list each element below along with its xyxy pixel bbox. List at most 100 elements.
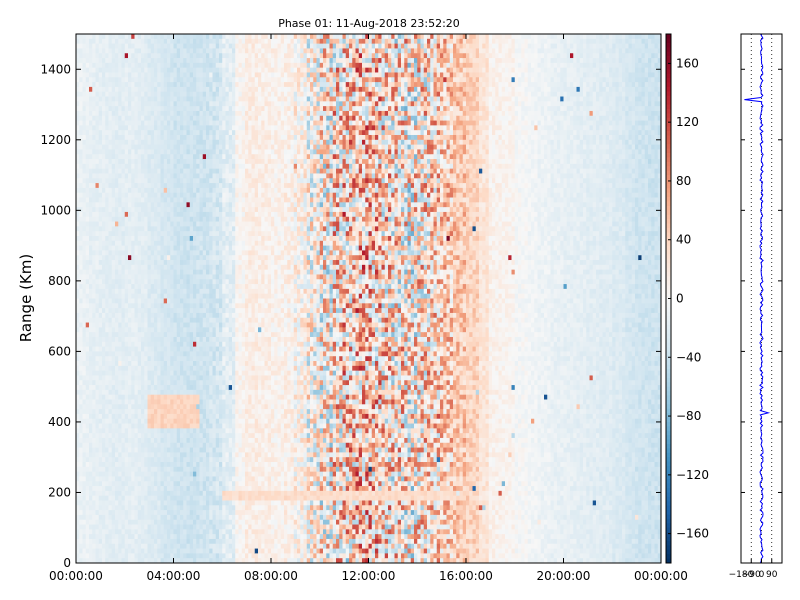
heatmap-cell (170, 438, 174, 443)
heatmap-cell (219, 106, 223, 111)
heatmap-cell (213, 140, 217, 145)
heatmap-cell (105, 529, 109, 534)
heatmap-cell (148, 97, 152, 102)
heatmap-cell (112, 145, 116, 150)
heatmap-cell (213, 433, 217, 438)
heatmap-cell (128, 58, 132, 63)
heatmap-cell (219, 515, 223, 520)
heatmap-cell (138, 87, 142, 92)
heatmap-cell (144, 198, 148, 203)
heatmap-cell (193, 53, 197, 58)
heatmap-cell (86, 106, 90, 111)
heatmap-cell (83, 159, 87, 164)
heatmap-cell (92, 212, 96, 217)
heatmap-cell (115, 212, 119, 217)
heatmap-cell (92, 356, 96, 361)
heatmap-cell (128, 82, 132, 87)
heatmap-cell (180, 525, 184, 530)
heatmap-cell (167, 87, 171, 92)
heatmap-cell (122, 476, 126, 481)
heatmap-cell (157, 154, 161, 159)
heatmap-cell (196, 255, 200, 260)
heatmap-cell (219, 34, 223, 39)
heatmap-cell (222, 231, 226, 236)
heatmap-cell (157, 467, 161, 472)
heatmap-cell (148, 169, 152, 174)
heatmap-cell (125, 202, 129, 207)
heatmap-cell (222, 246, 226, 251)
heatmap-cell (196, 173, 200, 178)
heatmap-cell (102, 529, 106, 534)
heatmap-cell (174, 198, 178, 203)
heatmap-cell (206, 154, 210, 159)
heatmap-cell (118, 241, 122, 246)
heatmap-cell (216, 525, 220, 530)
heatmap-cell (203, 462, 207, 467)
heatmap-cell (148, 438, 152, 443)
heatmap-cell (170, 250, 174, 255)
heatmap-cell (190, 361, 194, 366)
heatmap-cell (209, 318, 213, 323)
heatmap-cell (96, 116, 100, 121)
heatmap-cell (128, 375, 132, 380)
heatmap-cell (206, 332, 210, 337)
heatmap-cell (213, 207, 217, 212)
heatmap-cell (187, 116, 191, 121)
heatmap-cell (86, 510, 90, 515)
heatmap-cell (177, 188, 181, 193)
heatmap-cell (174, 347, 178, 352)
heatmap-cell (125, 332, 129, 337)
heatmap-cell (177, 63, 181, 68)
heatmap-cell (216, 289, 220, 294)
heatmap-cell (180, 529, 184, 534)
heatmap-cell (125, 149, 129, 154)
heatmap-cell (83, 149, 87, 154)
heatmap-cell (216, 231, 220, 236)
heatmap-cell (115, 34, 119, 39)
heatmap-cell (203, 212, 207, 217)
heatmap-cell (131, 53, 135, 58)
heatmap-cell (89, 371, 93, 376)
heatmap-cell (177, 34, 181, 39)
heatmap-cell (161, 193, 165, 198)
heatmap-cell (138, 53, 142, 58)
heatmap-cell (118, 125, 122, 130)
heatmap-cell (209, 491, 213, 496)
heatmap-cell (144, 486, 148, 491)
heatmap-cell (115, 145, 119, 150)
heatmap-cell (180, 255, 184, 260)
heatmap-cell (196, 505, 200, 510)
heatmap-cell (128, 87, 132, 92)
heatmap-cell (203, 294, 207, 299)
heatmap-cell (167, 356, 171, 361)
heatmap-cell (206, 159, 210, 164)
heatmap-cell (76, 44, 80, 49)
heatmap-cell (141, 399, 145, 404)
heatmap-cell (219, 380, 223, 385)
heatmap-cell (196, 380, 200, 385)
heatmap-cell (92, 428, 96, 433)
heatmap-cell (216, 82, 220, 87)
heatmap-cell (115, 72, 119, 77)
heatmap-cell (187, 145, 191, 150)
heatmap-cell (200, 438, 204, 443)
heatmap-cell (76, 486, 80, 491)
heatmap-cell (148, 534, 152, 539)
heatmap-cell (167, 106, 171, 111)
heatmap-cell (79, 467, 83, 472)
heatmap-cell (83, 154, 87, 159)
heatmap-cell (154, 116, 158, 121)
heatmap-cell (79, 121, 83, 126)
heatmap-cell (206, 44, 210, 49)
heatmap-cell (164, 539, 168, 544)
heatmap-cell (213, 260, 217, 265)
heatmap-cell (115, 553, 119, 558)
heatmap-cell (190, 481, 194, 486)
heatmap-cell (180, 399, 184, 404)
heatmap-cell (174, 44, 178, 49)
heatmap-cell (148, 72, 152, 77)
heatmap-cell (167, 236, 171, 241)
heatmap-cell (148, 332, 152, 337)
heatmap-cell (164, 92, 168, 97)
heatmap-cell (213, 130, 217, 135)
